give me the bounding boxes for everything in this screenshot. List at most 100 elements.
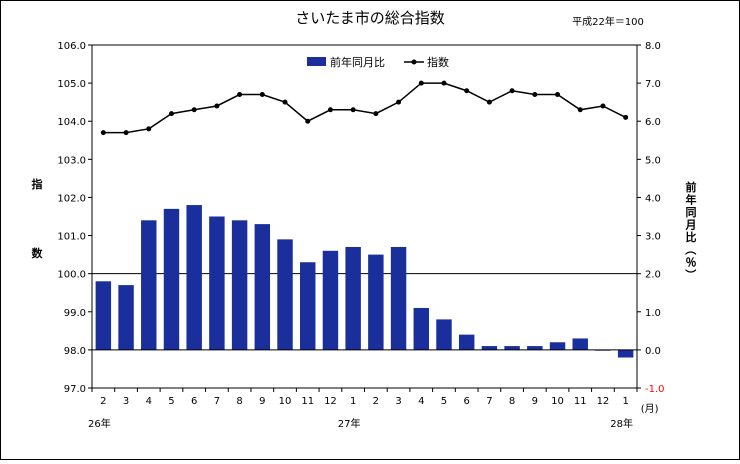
bar bbox=[277, 239, 293, 350]
x-tick-label: 7 bbox=[214, 396, 220, 407]
legend-bar-swatch bbox=[307, 57, 326, 66]
x-tick-label: 10 bbox=[279, 396, 292, 407]
bar bbox=[231, 220, 248, 350]
line-series bbox=[100, 80, 629, 136]
x-tick-label: 12 bbox=[597, 396, 610, 407]
right-axis-label-char: 月 bbox=[685, 219, 697, 232]
left-axis-label-char: 指 bbox=[32, 177, 43, 191]
line-point bbox=[623, 114, 629, 120]
left-tick-label: 101.0 bbox=[57, 232, 86, 243]
x-tick-label: 8 bbox=[236, 396, 242, 407]
x-tick-label: 1 bbox=[622, 396, 628, 407]
x-tick-label: 6 bbox=[464, 396, 470, 407]
x-tick-label: 12 bbox=[324, 396, 337, 407]
legend-line-label: 指数 bbox=[427, 55, 449, 69]
bar bbox=[436, 319, 452, 350]
line-point bbox=[123, 130, 129, 136]
legend-bar-label: 前年同月比 bbox=[330, 55, 385, 69]
x-tick-label: 3 bbox=[395, 396, 401, 407]
year-label: 26年 bbox=[88, 417, 111, 430]
right-tick-label: 6.0 bbox=[645, 117, 661, 128]
right-axis-label-char: （ bbox=[684, 244, 697, 255]
bar bbox=[504, 346, 520, 350]
left-tick-label: 100.0 bbox=[57, 270, 86, 281]
bar bbox=[413, 307, 429, 350]
line-point bbox=[305, 118, 311, 124]
bar bbox=[322, 250, 339, 350]
line-point bbox=[146, 126, 152, 132]
year-label: 28年 bbox=[610, 417, 633, 430]
x-tick-label: 11 bbox=[574, 396, 587, 407]
bar bbox=[345, 246, 361, 350]
line-point bbox=[600, 103, 606, 109]
right-axis-label-char: ） bbox=[684, 269, 697, 280]
line-point bbox=[214, 103, 220, 109]
x-tick-label: 10 bbox=[551, 396, 564, 407]
x-tick-label: 4 bbox=[418, 396, 424, 407]
x-unit-label: (月) bbox=[641, 403, 659, 415]
bar bbox=[458, 334, 475, 350]
left-tick-label: 103.0 bbox=[57, 155, 86, 166]
left-tick-label: 97.0 bbox=[64, 384, 86, 395]
bar bbox=[141, 220, 157, 350]
right-tick-label: 1.0 bbox=[645, 308, 661, 319]
line-point bbox=[396, 99, 402, 105]
right-tick-label: 3.0 bbox=[645, 232, 661, 243]
plot-area bbox=[91, 44, 638, 389]
right-tick-label: 2.0 bbox=[645, 270, 661, 281]
x-tick-label: 2 bbox=[100, 396, 106, 407]
left-tick-label: 99.0 bbox=[64, 308, 86, 319]
year-label: 27年 bbox=[338, 417, 361, 430]
right-tick-label: 4.0 bbox=[645, 193, 661, 204]
line-point bbox=[373, 111, 379, 117]
x-tick-label: 5 bbox=[168, 396, 174, 407]
line-point bbox=[259, 92, 265, 98]
line-point bbox=[464, 88, 470, 94]
bar bbox=[390, 246, 407, 350]
bar bbox=[209, 216, 225, 350]
line-point bbox=[282, 99, 288, 105]
x-tick-label: 2 bbox=[373, 396, 379, 407]
right-tick-label: 0.0 bbox=[645, 346, 661, 357]
x-tick-label: 5 bbox=[441, 396, 447, 407]
line-point bbox=[532, 92, 538, 98]
line-point bbox=[100, 130, 106, 136]
bar bbox=[300, 262, 316, 350]
right-axis-label-char: 前 bbox=[686, 180, 697, 194]
right-tick-label: 8.0 bbox=[645, 41, 661, 52]
x-tick-label: 9 bbox=[532, 396, 538, 407]
x-tick-label: 11 bbox=[301, 396, 314, 407]
line-point bbox=[350, 107, 356, 113]
left-tick-label: 98.0 bbox=[64, 346, 86, 357]
line-point bbox=[555, 92, 561, 98]
line-point bbox=[486, 99, 492, 105]
bar bbox=[481, 346, 498, 350]
axes: 97.098.099.0100.0101.0102.0103.0104.0105… bbox=[32, 41, 698, 430]
right-axis-label-char: ％ bbox=[686, 256, 697, 269]
x-tick-label: 1 bbox=[350, 396, 356, 407]
line-point bbox=[577, 107, 583, 113]
line-point bbox=[237, 92, 243, 98]
bar bbox=[617, 349, 634, 358]
bar bbox=[163, 208, 180, 350]
left-tick-label: 106.0 bbox=[57, 41, 86, 52]
x-tick-label: 4 bbox=[146, 396, 152, 407]
x-tick-label: 6 bbox=[191, 396, 197, 407]
right-tick-label: 7.0 bbox=[645, 79, 661, 90]
left-axis-label-char: 数 bbox=[32, 246, 44, 260]
chart-title: さいたま市の総合指数 bbox=[295, 9, 445, 27]
line-point bbox=[418, 80, 424, 86]
x-tick-label: 8 bbox=[509, 396, 515, 407]
bar bbox=[572, 338, 588, 350]
bar bbox=[527, 346, 543, 350]
bar bbox=[118, 285, 134, 350]
base-year-note: 平成22年＝100 bbox=[572, 15, 644, 28]
right-tick-label: 5.0 bbox=[645, 155, 661, 166]
plot-border bbox=[91, 44, 638, 389]
bar bbox=[368, 254, 384, 350]
left-tick-label: 104.0 bbox=[57, 117, 86, 128]
bar bbox=[186, 205, 202, 350]
bar-series bbox=[95, 205, 634, 358]
